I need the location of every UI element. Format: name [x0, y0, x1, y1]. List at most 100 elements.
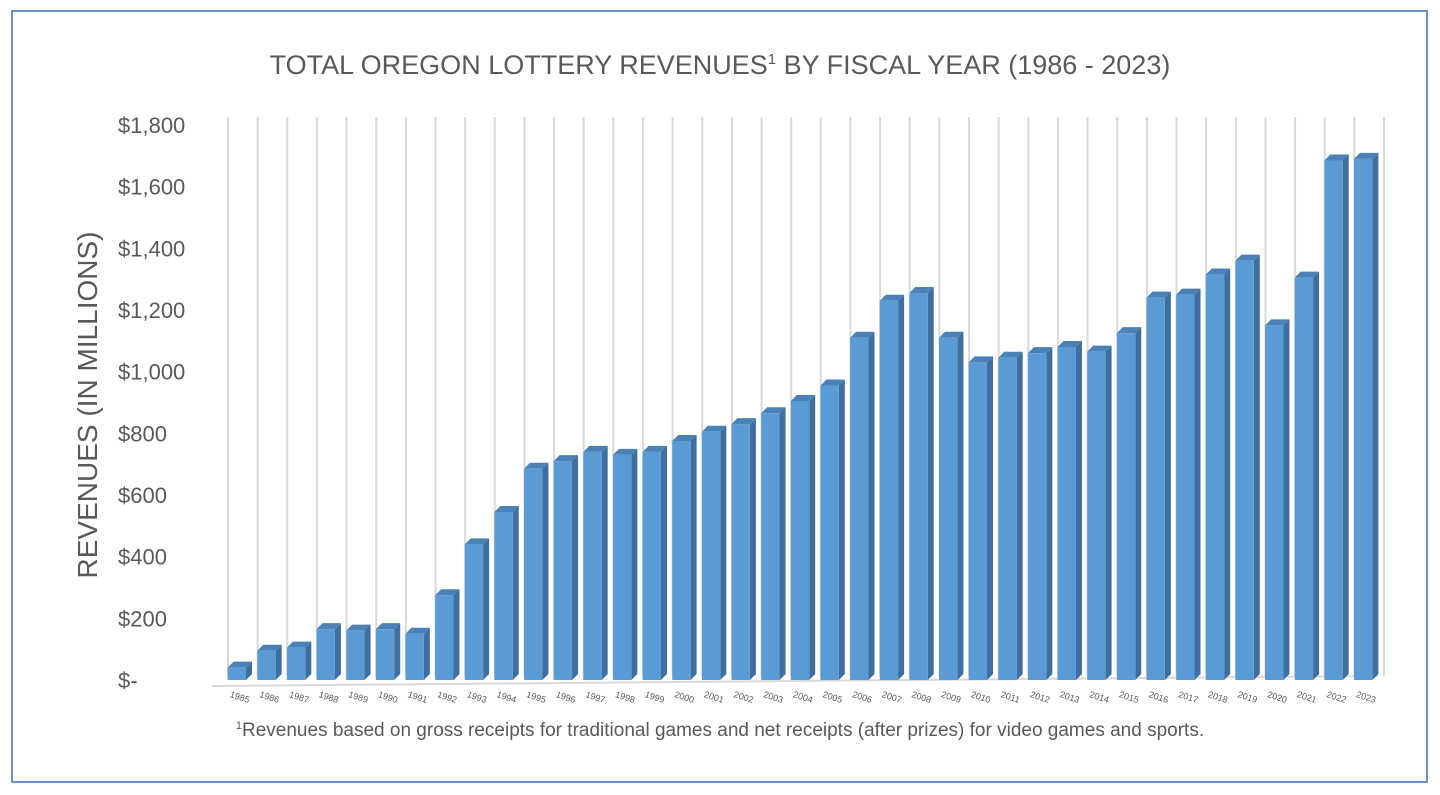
x-tick-label: 2022 — [1325, 689, 1347, 705]
x-tick-label: 1995 — [525, 689, 547, 705]
bar-top — [1265, 319, 1290, 326]
bar-front — [731, 424, 750, 680]
bar-front — [257, 650, 276, 680]
x-tick-label: 1996 — [555, 689, 577, 705]
x-tick-label: 1985 — [229, 689, 251, 705]
bar — [1235, 254, 1260, 680]
bar-side — [868, 331, 875, 680]
bar-top — [524, 462, 549, 469]
bar-side — [1372, 152, 1379, 680]
bar-front — [286, 647, 306, 680]
bar-top — [731, 418, 756, 425]
bar-top — [1057, 341, 1082, 347]
bar-top — [405, 627, 430, 634]
bar-front — [1087, 351, 1106, 680]
bar-side — [779, 407, 786, 680]
x-tick-label: 2012 — [1029, 689, 1051, 705]
x-tick-label: 1997 — [584, 689, 606, 705]
bar-side — [898, 294, 905, 680]
bar-top — [672, 435, 697, 442]
title-superscript: 1 — [767, 51, 777, 68]
bar — [494, 505, 519, 680]
x-tick-label: 2004 — [792, 689, 814, 705]
bar-top — [939, 331, 964, 338]
y-tick-label: $1,600 — [118, 175, 185, 200]
chart-title-text: TOTAL OREGON LOTTERY REVENUES — [269, 50, 768, 80]
y-tick-label: $200 — [118, 606, 167, 631]
bar-top — [286, 641, 312, 648]
bar-top — [375, 623, 401, 630]
bar-front — [820, 385, 839, 680]
chart-title-suffix: BY FISCAL YEAR (1986 - 2023) — [776, 50, 1171, 80]
bar-top — [464, 538, 490, 545]
bar — [1116, 327, 1142, 680]
x-tick-label: 2009 — [940, 689, 962, 705]
bar-front — [227, 667, 247, 680]
x-tick-label: 2005 — [821, 689, 843, 705]
bar — [1265, 319, 1290, 680]
x-tick-label: 2002 — [733, 689, 755, 705]
bar — [731, 418, 756, 680]
bar — [968, 356, 994, 680]
y-tick-label: $1,800 — [118, 113, 185, 138]
bar-top — [1116, 327, 1142, 334]
bar-side — [275, 644, 282, 680]
bar — [939, 331, 964, 680]
bar — [583, 445, 608, 680]
bar-side — [334, 623, 341, 680]
bar-front — [672, 441, 691, 680]
bar-top — [1087, 345, 1112, 352]
bar-side — [631, 448, 638, 680]
bar — [405, 627, 430, 680]
bar — [524, 462, 549, 680]
bar-top — [998, 351, 1023, 358]
bar-front — [1235, 260, 1254, 680]
bar — [257, 644, 282, 680]
bar-front — [1027, 353, 1047, 680]
bar-top — [909, 287, 934, 294]
bar-front — [316, 629, 335, 680]
bar-front — [1353, 158, 1373, 680]
y-tick-label: $- — [118, 668, 138, 693]
bar-top — [761, 407, 786, 414]
bar-front — [642, 451, 661, 680]
bar-side — [1342, 154, 1349, 681]
bar-front — [1176, 294, 1195, 680]
bar-top — [435, 589, 460, 596]
bar — [1294, 271, 1320, 680]
y-tick-label: $400 — [118, 545, 167, 570]
y-tick-label: $1,000 — [118, 360, 185, 385]
bar — [1146, 291, 1171, 680]
bar-side — [601, 445, 608, 680]
bar — [316, 623, 341, 680]
bar-front — [761, 413, 780, 680]
bar-front — [1294, 277, 1314, 680]
bar — [761, 407, 786, 680]
x-tick-label: 2013 — [1059, 689, 1081, 705]
bar — [227, 661, 253, 680]
bar-front — [1265, 325, 1284, 680]
bar — [346, 624, 371, 680]
bar — [1353, 152, 1379, 680]
bar — [435, 589, 460, 680]
bar-front — [909, 293, 928, 680]
bar — [1324, 154, 1349, 681]
x-tick-label: 1991 — [407, 689, 429, 705]
bar-top — [1235, 254, 1260, 261]
bar — [701, 425, 727, 680]
bar-side — [690, 435, 697, 680]
y-axis-ticks: $- $200 $400 $600 $800 $1,000 $1,200 $1,400 $1,6… — [118, 113, 185, 693]
bar-front — [1116, 333, 1136, 680]
bar — [820, 379, 845, 680]
x-tick-label: 1986 — [258, 689, 280, 705]
bar-top — [257, 644, 282, 651]
bar-side — [1253, 254, 1260, 680]
bar-top — [879, 294, 905, 301]
bar-front — [939, 337, 958, 680]
bar-top — [1027, 347, 1053, 354]
bar-top — [1324, 154, 1349, 161]
bar — [642, 445, 667, 680]
footnote: 1Revenues based on gross receipts for tr… — [0, 720, 1440, 742]
bar-front — [524, 468, 543, 680]
x-tick-label: 1989 — [347, 689, 369, 705]
